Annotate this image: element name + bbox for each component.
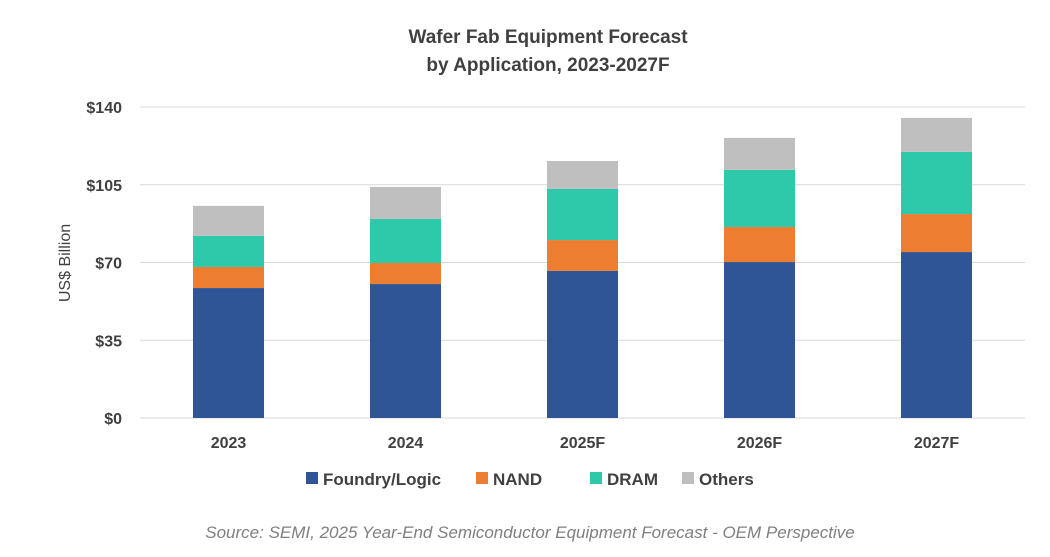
legend-label: NAND	[493, 470, 542, 489]
legend-swatch	[476, 472, 488, 484]
x-tick-label: 2023	[211, 435, 247, 452]
bar-segment-foundry-logic-2027f	[901, 252, 972, 418]
x-tick-label: 2024	[388, 435, 424, 452]
bar-segment-foundry-logic-2023	[193, 288, 264, 418]
bar-segment-nand-2026f	[724, 226, 795, 263]
bar-segment-nand-2023	[193, 266, 264, 289]
bar-segment-dram-2026f	[724, 169, 795, 227]
legend-swatch	[682, 472, 694, 484]
legend-swatch	[590, 472, 602, 484]
bar-segment-others-2024	[370, 186, 441, 219]
bar-segment-foundry-logic-2024	[370, 284, 441, 418]
bar-segment-others-2027f	[901, 117, 972, 152]
bar-segment-dram-2025f	[547, 188, 618, 241]
bar-segment-others-2026f	[724, 137, 795, 170]
bar-segment-others-2023	[193, 205, 264, 236]
source-note: Source: SEMI, 2025 Year-End Semiconducto…	[205, 523, 854, 542]
y-tick-label: $0	[104, 411, 122, 428]
bar-segment-dram-2023	[193, 235, 264, 267]
y-tick-label: $70	[95, 256, 122, 273]
bar-segment-nand-2024	[370, 262, 441, 285]
legend-label: DRAM	[607, 470, 658, 489]
chart-title-line-2: by Application, 2023-2027F	[426, 55, 669, 76]
x-tick-label: 2026F	[737, 435, 783, 452]
bar-segment-dram-2024	[370, 218, 441, 263]
bar-segment-dram-2027f	[901, 151, 972, 215]
legend-label: Foundry/Logic	[323, 470, 441, 489]
y-axis-label: US$ Billion	[57, 224, 74, 302]
y-tick-label: $35	[95, 333, 122, 350]
chart-title-line-1: Wafer Fab Equipment Forecast	[408, 27, 688, 48]
x-tick-label: 2025F	[560, 435, 606, 452]
legend-swatch	[306, 472, 318, 484]
bar-segment-nand-2027f	[901, 214, 972, 253]
y-tick-label: $140	[86, 100, 122, 117]
legend-label: Others	[699, 470, 754, 489]
bar-segment-nand-2025f	[547, 240, 618, 271]
bar-segment-foundry-logic-2025f	[547, 270, 618, 418]
bar-segment-foundry-logic-2026f	[724, 262, 795, 418]
bar-segment-others-2025f	[547, 160, 618, 189]
y-tick-label: $105	[86, 178, 122, 195]
x-tick-label: 2027F	[914, 435, 960, 452]
